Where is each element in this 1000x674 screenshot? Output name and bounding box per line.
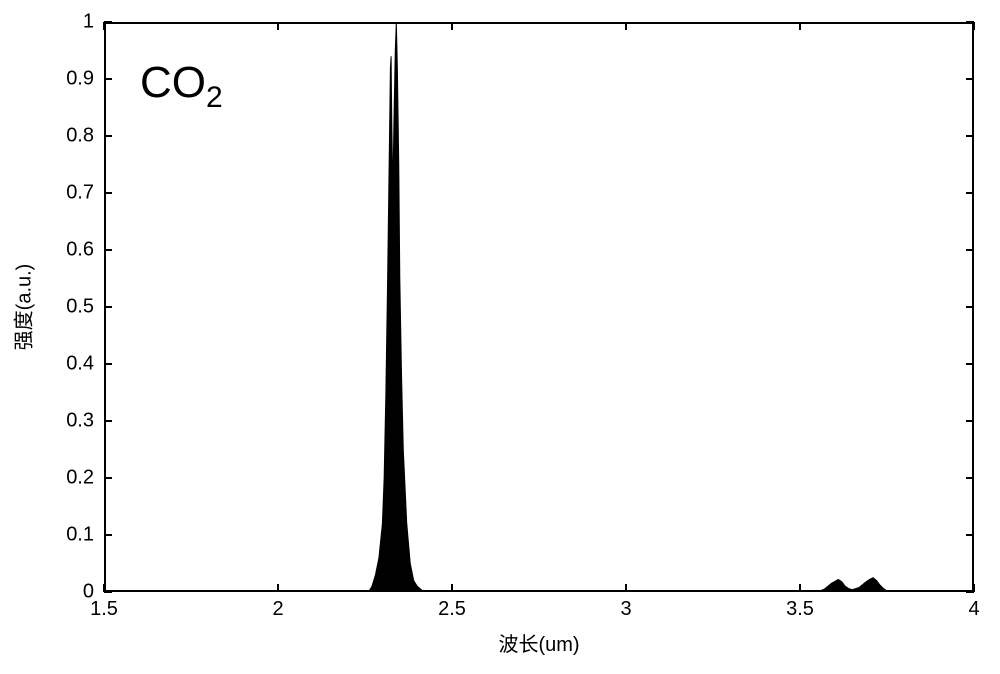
y-tick-label: 0.2 [66,467,94,490]
chart-container: 00.10.20.30.40.50.60.70.80.91 1.522.533.… [0,0,1000,674]
y-tick-mark [104,306,112,308]
y-tick-mark [104,249,112,251]
co2-annotation: CO2 [140,58,223,115]
x-tick-mark-top [451,22,453,30]
y-tick-mark [104,420,112,422]
y-tick-label: 0.4 [66,353,94,376]
y-tick-mark-right [966,420,974,422]
y-tick-label: 0.9 [66,68,94,91]
y-tick-mark [104,477,112,479]
y-tick-mark [104,534,112,536]
annotation-sub: 2 [206,81,223,114]
x-tick-label: 3.5 [786,598,814,621]
y-tick-mark-right [966,192,974,194]
x-tick-mark-top [799,22,801,30]
x-tick-mark-top [625,22,627,30]
y-tick-mark-right [966,363,974,365]
y-tick-mark [104,21,112,23]
y-tick-mark [104,78,112,80]
y-tick-mark-right [966,249,974,251]
x-tick-mark-top [103,22,105,30]
y-tick-label: 0.5 [66,296,94,319]
x-tick-mark [277,584,279,592]
y-tick-mark [104,192,112,194]
y-axis-label: 强度(a.u.) [8,264,37,351]
y-tick-label: 0.7 [66,182,94,205]
x-tick-mark [799,584,801,592]
y-tick-label: 0.8 [66,125,94,148]
y-tick-mark-right [966,135,974,137]
x-tick-label: 4 [968,598,979,621]
x-tick-mark [625,584,627,592]
x-tick-label: 2.5 [438,598,466,621]
x-tick-label: 2 [272,598,283,621]
y-tick-label: 0.6 [66,239,94,262]
y-tick-mark [104,363,112,365]
y-tick-mark [104,591,112,593]
x-tick-mark [103,584,105,592]
y-tick-mark-right [966,306,974,308]
y-tick-mark [104,135,112,137]
y-tick-mark-right [966,477,974,479]
y-tick-mark-right [966,534,974,536]
x-tick-mark [451,584,453,592]
annotation-main: CO [140,58,206,107]
y-tick-label: 0.3 [66,410,94,433]
y-tick-mark-right [966,78,974,80]
x-axis-label: 波长(um) [498,628,579,657]
x-tick-mark-top [973,22,975,30]
spectrum-plot [104,22,974,592]
x-tick-mark-top [277,22,279,30]
x-tick-label: 1.5 [90,598,118,621]
x-tick-label: 3 [620,598,631,621]
y-tick-label: 0.1 [66,524,94,547]
x-tick-mark [973,584,975,592]
y-tick-label: 1 [83,11,94,34]
